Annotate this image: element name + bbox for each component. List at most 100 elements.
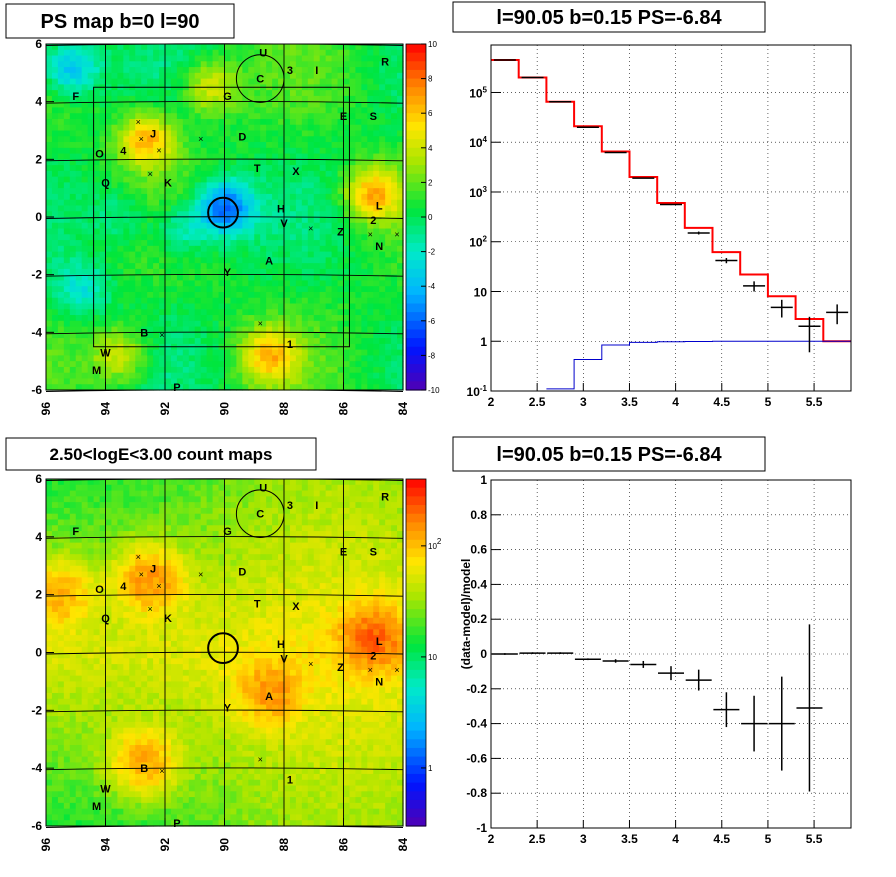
map-cell (70, 566, 77, 572)
map-cell (248, 125, 255, 131)
map-cell (58, 543, 65, 549)
map-cell (361, 378, 368, 384)
map-cell (52, 309, 59, 315)
map-cell (201, 113, 208, 119)
map-cell (361, 309, 368, 315)
map-cell (58, 246, 65, 252)
map-cell (117, 814, 124, 820)
map-cell (290, 200, 297, 206)
map-cell (117, 338, 124, 344)
map-cell (64, 304, 71, 310)
map-cell (111, 606, 118, 612)
map-cell (52, 113, 59, 119)
map-cell (355, 315, 362, 321)
map-cell (94, 716, 101, 722)
map-cell (332, 96, 339, 102)
map-cell (82, 670, 89, 676)
map-cell (58, 791, 65, 797)
map-cell (52, 699, 59, 705)
map-cell (106, 572, 113, 578)
map-cell (129, 373, 136, 379)
map-cell (349, 142, 356, 148)
map-cell (106, 338, 113, 344)
map-cell (94, 762, 101, 768)
map-cell (46, 315, 53, 321)
map-cell (76, 751, 83, 757)
map-cell (308, 56, 315, 62)
map-cell (326, 263, 333, 269)
map-cell (153, 275, 160, 281)
map-cell (46, 676, 53, 682)
map-cell (106, 762, 113, 768)
map-cell (111, 491, 118, 497)
map-cell (236, 315, 243, 321)
map-cell (94, 658, 101, 664)
map-cell (332, 304, 339, 310)
map-cell (213, 188, 220, 194)
map-cell (177, 280, 184, 286)
map-cell (230, 292, 237, 298)
map-cell (123, 699, 130, 705)
map-cell (272, 171, 279, 177)
map-cell (111, 496, 118, 502)
map-cell (195, 217, 202, 223)
map-cell (117, 67, 124, 73)
map-cell (46, 84, 53, 90)
map-cell (46, 350, 53, 356)
map-cell (58, 378, 65, 384)
map-cell (111, 154, 118, 160)
map-cell (52, 543, 59, 549)
map-cell (230, 165, 237, 171)
map-cell (64, 286, 71, 292)
map-cell (183, 321, 190, 327)
map-cell (290, 275, 297, 281)
map-cell (147, 367, 154, 373)
map-cell (106, 327, 113, 333)
map-cell (70, 502, 77, 508)
map-cell (195, 275, 202, 281)
map-cell (349, 292, 356, 298)
map-cell (117, 229, 124, 235)
map-cell (355, 350, 362, 356)
map-cell (248, 257, 255, 263)
map-cell (64, 246, 71, 252)
map-cell (302, 182, 309, 188)
map-cell (385, 84, 392, 90)
map-cell (58, 797, 65, 803)
map-cell (272, 125, 279, 131)
map-cell (266, 240, 273, 246)
map-cell (308, 136, 315, 142)
map-cell (320, 177, 327, 183)
map-cell (76, 234, 83, 240)
map-cell (165, 136, 172, 142)
map-cell (147, 699, 154, 705)
map-cell (82, 148, 89, 154)
map-cell (260, 280, 267, 286)
map-cell (373, 315, 380, 321)
map-cell (213, 56, 220, 62)
map-cell (123, 309, 130, 315)
map-cell (117, 361, 124, 367)
map-cell (88, 722, 95, 728)
map-cell (308, 350, 315, 356)
map-cell (147, 182, 154, 188)
map-cell (153, 361, 160, 367)
map-cell (123, 61, 130, 67)
map-cell (189, 136, 196, 142)
map-cell (123, 514, 130, 520)
map-cell (82, 292, 89, 298)
map-cell (64, 148, 71, 154)
map-cell (94, 491, 101, 497)
map-cell (106, 96, 113, 102)
map-cell (326, 61, 333, 67)
map-cell (52, 560, 59, 566)
map-cell (117, 797, 124, 803)
map-cell (213, 355, 220, 361)
map-cell (52, 496, 59, 502)
map-cell (361, 315, 368, 321)
map-cell (391, 84, 398, 90)
map-cell (314, 211, 321, 217)
map-cell (141, 240, 148, 246)
map-cell (355, 252, 362, 258)
map-cell (373, 50, 380, 56)
